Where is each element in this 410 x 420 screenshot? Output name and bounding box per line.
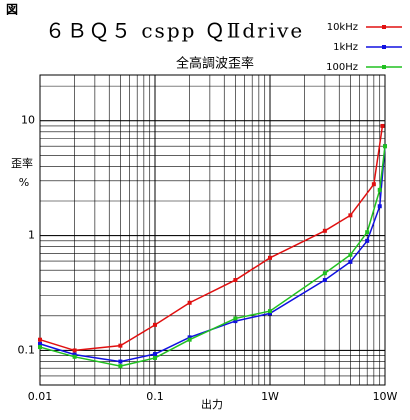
x-tick-label: 0.1 — [146, 390, 164, 403]
chart-title: ６ＢＱ５ cspp ＱⅡdrive — [45, 19, 304, 43]
data-point — [268, 309, 272, 314]
data-point — [38, 337, 42, 342]
series-line — [39, 146, 386, 367]
data-point — [72, 348, 77, 353]
data-point — [118, 343, 123, 348]
data-point — [233, 319, 238, 324]
data-point — [233, 316, 238, 321]
data-point — [153, 322, 157, 327]
data-point — [187, 300, 192, 305]
data-point — [377, 187, 382, 192]
data-point — [38, 345, 42, 350]
corner-label: 図 — [6, 3, 18, 17]
data-point — [118, 359, 123, 364]
data-point — [153, 352, 157, 357]
x-tick-label: 0.01 — [28, 390, 53, 403]
chart-subtitle: 全高調波歪率 — [176, 56, 254, 72]
series-line — [39, 146, 386, 363]
x-axis-label: 出力 — [201, 397, 223, 411]
data-point — [187, 337, 192, 342]
data-point — [322, 278, 327, 283]
legend-marker — [382, 25, 386, 29]
data-point — [153, 355, 157, 360]
x-tick-label: 1W — [261, 390, 279, 403]
x-tick-label: 10W — [373, 390, 398, 403]
y-tick-label: 0.1 — [18, 343, 36, 356]
data-point — [383, 144, 387, 149]
data-point — [322, 228, 327, 233]
data-point — [72, 352, 77, 357]
data-point — [233, 278, 238, 283]
y-axis-label: 歪率 — [11, 156, 33, 170]
data-point — [268, 311, 272, 316]
data-point — [348, 252, 353, 257]
data-point — [72, 354, 77, 359]
legend-label: 100Hz — [326, 62, 358, 73]
data-point — [377, 204, 382, 209]
plot-border — [39, 74, 386, 386]
legend-label: 1kHz — [333, 42, 358, 53]
data-point — [38, 341, 42, 346]
data-point — [380, 123, 385, 128]
data-point — [187, 335, 192, 340]
legend-marker — [382, 45, 386, 49]
y-tick-label: 1 — [28, 229, 35, 242]
data-point — [118, 364, 123, 369]
data-point — [365, 238, 370, 243]
data-point — [348, 259, 353, 264]
y-tick-label: 10 — [21, 114, 35, 127]
y-axis-label: % — [19, 176, 29, 189]
data-point — [365, 230, 370, 235]
data-point — [268, 255, 272, 260]
data-point — [371, 182, 376, 187]
data-point — [348, 213, 353, 218]
series-line — [39, 125, 384, 352]
legend-marker — [382, 65, 386, 69]
legend-label: 10kHz — [327, 22, 358, 33]
data-point — [322, 271, 327, 276]
